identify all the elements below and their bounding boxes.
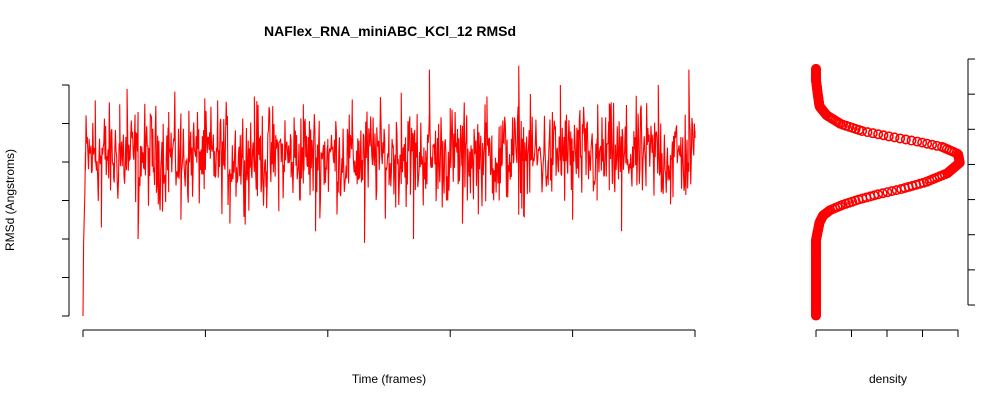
- density-point: [912, 136, 923, 147]
- density-point: [882, 187, 893, 198]
- density-x-axis-label: density: [869, 372, 907, 386]
- density-point: [873, 189, 884, 200]
- rmsd-time-plot: [62, 65, 696, 337]
- density-point: [877, 188, 888, 199]
- density-point: [906, 135, 917, 146]
- density-point: [922, 138, 933, 149]
- x-axis-label: Time (frames): [352, 372, 426, 386]
- density-point: [895, 133, 906, 144]
- chart-title: NAFlex_RNA_miniABC_KCl_12 RMSd: [264, 23, 516, 39]
- density-point: [917, 137, 928, 148]
- density-series: [810, 63, 965, 321]
- density-x-axis: [815, 329, 959, 337]
- density-point: [810, 63, 821, 74]
- density-point: [937, 141, 948, 152]
- density-point: [822, 207, 833, 218]
- y-axis-label: RMSd (Angstroms): [3, 149, 17, 251]
- density-point: [867, 128, 878, 139]
- density-point: [873, 129, 884, 140]
- density-point: [927, 139, 938, 150]
- density-point: [900, 134, 911, 145]
- density-y-axis: [967, 58, 975, 306]
- density-point: [886, 186, 897, 197]
- density-point: [932, 140, 943, 151]
- density-point: [878, 130, 889, 141]
- rmsd-series-line: [82, 65, 696, 317]
- density-point: [889, 132, 900, 143]
- x-axis: [82, 329, 696, 337]
- y-axis: [62, 84, 70, 317]
- density-point: [883, 131, 894, 142]
- density-plot: [810, 58, 975, 337]
